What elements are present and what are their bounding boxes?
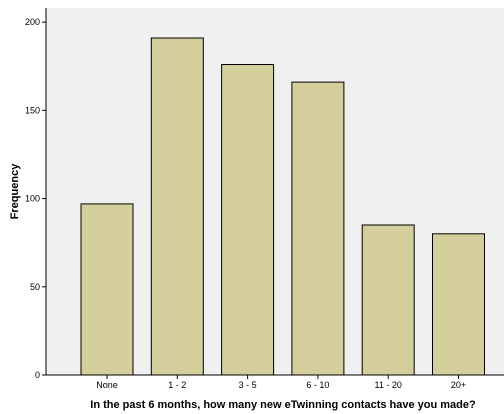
y-tick-label-2: 100 <box>25 194 40 204</box>
y-tick-label-3: 150 <box>25 105 40 115</box>
bar-2 <box>221 64 275 376</box>
bars-group <box>80 37 485 376</box>
x-tick-label-3: 6 - 10 <box>306 380 329 390</box>
x-axis-title: In the past 6 months, how many new eTwin… <box>90 399 476 411</box>
y-axis: 0 50 100 150 200 <box>25 8 47 380</box>
x-tick-label-0: None <box>96 380 118 390</box>
x-axis: None 1 - 2 3 - 5 6 - 10 11 - 20 20+ <box>46 374 504 390</box>
bar-4 <box>361 224 415 376</box>
x-tick-label-4: 11 - 20 <box>375 380 402 390</box>
bar-1 <box>150 37 204 376</box>
y-tick-label-4: 200 <box>25 17 40 27</box>
x-tick-label-5: 20+ <box>451 380 466 390</box>
y-axis-title: Frequency <box>9 163 21 220</box>
bar-5 <box>432 233 485 376</box>
y-tick-label-1: 50 <box>30 282 40 292</box>
x-tick-label-1: 1 - 2 <box>168 380 186 390</box>
bar-3 <box>291 81 345 376</box>
x-tick-label-2: 3 - 5 <box>239 380 257 390</box>
y-tick-label-0: 0 <box>35 370 40 380</box>
bar-0 <box>80 203 134 376</box>
